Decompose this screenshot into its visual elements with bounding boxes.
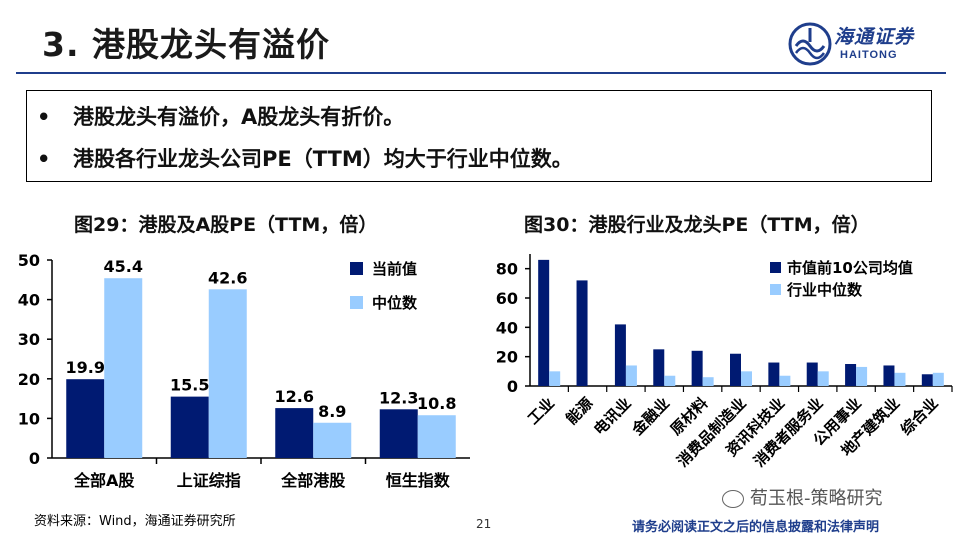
wechat-icon (722, 490, 744, 508)
y-tick-label: 60 (496, 289, 518, 308)
bar-top10-mean (883, 365, 895, 386)
bullet-item: • 港股各行业龙头公司PE（TTM）均大于行业中位数。 (37, 143, 573, 173)
x-category-label: 恒生指数 (386, 471, 451, 490)
chart1-pe-comparison: 0 10 20 30 40 50 19.9 45.4 全部A股 15.5 42.6 上证综指 12.68… (18, 251, 470, 490)
bar-top10-mean (730, 353, 741, 386)
y-tick-label: 0 (29, 449, 40, 468)
x-category-label: 综合业 (897, 394, 942, 439)
data-label: 15.5 (170, 376, 209, 395)
bullet-dot-icon: • (37, 147, 51, 171)
x-category-label: 工业 (524, 394, 558, 428)
legend-label: 市值前10公司均值 (787, 259, 913, 277)
legend-swatch (350, 296, 363, 309)
watermark-text: 荀玉根-策略研究 (750, 488, 883, 509)
bar-industry-median (817, 371, 829, 386)
bar-industry-median (625, 365, 637, 386)
haitong-logo: 海通证券 HAITONG (788, 22, 938, 68)
bar-top10-mean (768, 362, 780, 386)
data-label: 42.6 (208, 268, 247, 287)
y-tick-label: 20 (496, 348, 518, 367)
source-note: 资料来源：Wind，海通证券研究所 (34, 514, 236, 529)
legend-swatch (770, 284, 781, 295)
x-category-label: 全部港股 (280, 471, 346, 490)
bar-industry-median (894, 372, 906, 386)
x-category-label: 全部A股 (73, 471, 135, 490)
bar-current (170, 396, 209, 458)
y-tick-label: 50 (18, 251, 40, 270)
logo-english-text: HAITONG (840, 49, 898, 61)
y-tick-label: 30 (18, 330, 40, 349)
bullet-item: • 港股龙头有溢价，A股龙头有折价。 (37, 101, 404, 131)
bar-median (313, 422, 352, 458)
summary-box: • 港股龙头有溢价，A股龙头有折价。 • 港股各行业龙头公司PE（TTM）均大于行业… (26, 90, 932, 182)
logo-chinese-text: 海通证券 (834, 26, 915, 48)
page-number: 21 (476, 517, 492, 531)
bar-median (417, 415, 456, 458)
chart1-title: 图29：港股及A股PE（TTM，倍） (74, 214, 378, 236)
data-label: 45.4 (104, 257, 143, 276)
y-tick-label: 40 (496, 318, 518, 337)
bar-top10-mean (576, 280, 588, 386)
watermark: 荀玉根-策略研究 (722, 484, 883, 510)
data-label: 12.6 (275, 387, 314, 406)
bar-median (208, 289, 247, 458)
bar-top10-mean (845, 364, 857, 386)
bar-median (104, 278, 143, 458)
y-tick-label: 10 (18, 409, 40, 428)
data-label: 10.8 (417, 394, 456, 413)
bar-current (275, 408, 314, 458)
chart2-title: 图30：港股行业及龙头PE（TTM，倍） (524, 214, 870, 236)
bar-top10-mean (806, 362, 818, 386)
y-tick-label: 20 (18, 370, 40, 389)
bar-industry-median (702, 377, 714, 386)
bullet-text: 港股各行业龙头公司PE（TTM）均大于行业中位数。 (73, 147, 573, 171)
y-tick-label: 40 (18, 291, 40, 310)
bar-top10-mean (653, 349, 665, 386)
legend-label: 行业中位数 (786, 281, 863, 299)
bar-current (379, 409, 418, 458)
data-label: 12.3 (379, 388, 418, 407)
data-label: 19.9 (66, 358, 105, 377)
bar-top10-mean (691, 350, 703, 386)
bar-top10-mean (538, 259, 550, 386)
title-divider (16, 72, 946, 74)
legend-label: 当前值 (372, 260, 417, 278)
page-title: 3. 港股龙头有溢价 (42, 25, 330, 64)
x-category-label: 上证综指 (177, 471, 241, 490)
legend-label: 中位数 (372, 294, 418, 312)
x-category-label: 金融业 (628, 394, 673, 439)
bullet-dot-icon: • (37, 105, 51, 129)
bar-industry-median (856, 366, 868, 386)
data-label: 8.9 (318, 402, 346, 421)
bar-current (66, 379, 105, 458)
legend-swatch (350, 262, 363, 275)
y-tick-label: 80 (496, 260, 518, 279)
x-category-label: 能源 (562, 394, 596, 428)
bullet-text: 港股龙头有溢价，A股龙头有折价。 (73, 105, 405, 129)
bar-industry-median (664, 375, 676, 386)
bar-industry-median (549, 371, 561, 386)
y-tick-label: 0 (507, 377, 518, 396)
bar-industry-median (741, 371, 752, 386)
x-category-label: 电讯业 (590, 394, 635, 439)
legend-swatch (770, 262, 781, 273)
bar-top10-mean (921, 374, 933, 386)
bar-industry-median (779, 375, 791, 386)
haitong-emblem-icon (788, 22, 832, 66)
bar-industry-median (932, 372, 944, 386)
disclaimer: 请务必阅读正文之后的信息披露和法律声明 (632, 520, 880, 535)
bar-top10-mean (614, 324, 626, 386)
